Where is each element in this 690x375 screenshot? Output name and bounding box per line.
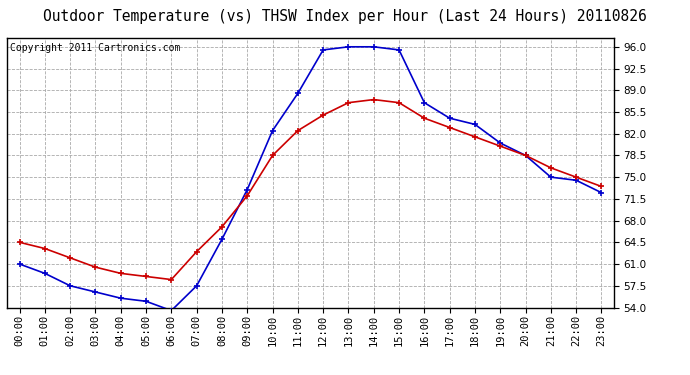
Text: Copyright 2011 Cartronics.com: Copyright 2011 Cartronics.com xyxy=(10,43,180,53)
Text: Outdoor Temperature (vs) THSW Index per Hour (Last 24 Hours) 20110826: Outdoor Temperature (vs) THSW Index per … xyxy=(43,9,647,24)
